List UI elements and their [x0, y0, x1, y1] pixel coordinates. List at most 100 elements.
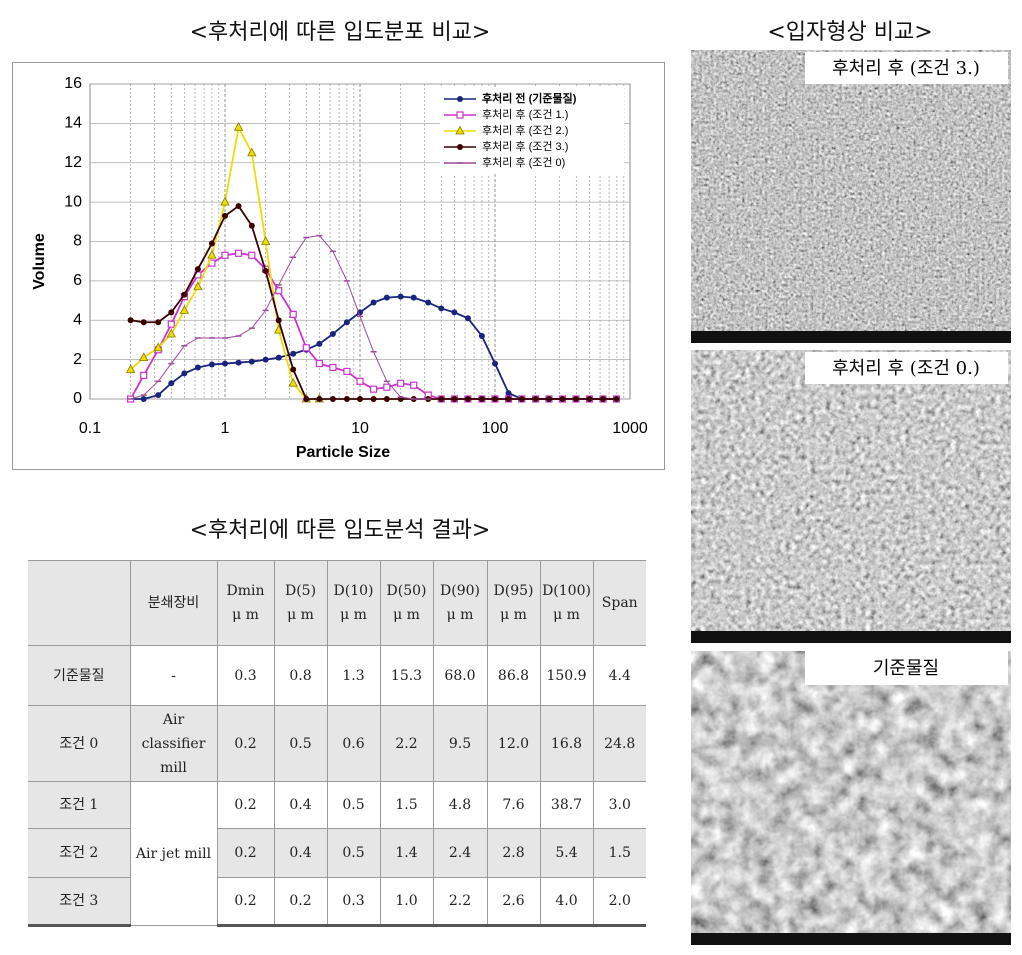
header-unit: μ m — [232, 607, 259, 623]
legend-label: 후처리 후 (조건 3.) — [482, 140, 568, 153]
row-name: 기준물질 — [28, 645, 131, 706]
marker — [181, 291, 188, 298]
marker — [140, 371, 148, 379]
caption-box — [805, 651, 1008, 685]
value-cell: 24.8 — [592, 705, 646, 782]
value-cell: 16.8 — [539, 705, 594, 782]
marker — [222, 212, 228, 219]
value-cell: 15.3 — [379, 645, 434, 706]
marker — [572, 396, 579, 402]
marker — [343, 367, 351, 376]
marker — [168, 309, 175, 316]
marker — [247, 147, 257, 157]
marker — [208, 240, 215, 247]
marker — [193, 281, 203, 291]
header-label: 분쇄장비 — [147, 595, 200, 611]
marker — [168, 380, 175, 387]
header-label: D(100) — [542, 583, 591, 599]
y-tick-label: 14 — [64, 115, 82, 132]
marker — [127, 317, 134, 324]
equipment: - — [129, 645, 218, 706]
header-cell — [28, 560, 131, 646]
value-cell: 150.9 — [539, 645, 594, 706]
marker — [289, 310, 297, 318]
marker — [248, 222, 255, 229]
image-caption: 기준물질 — [873, 658, 939, 679]
header-cell: D(90) μ m — [432, 560, 488, 646]
marker — [464, 396, 471, 402]
row-name: 조건 0 — [28, 705, 131, 782]
marker — [194, 364, 201, 371]
header-label: D(95) — [493, 583, 534, 599]
marker — [260, 236, 271, 245]
legend-marker — [457, 96, 463, 102]
marker — [343, 319, 350, 326]
value-cell: 7.6 — [486, 781, 541, 829]
row-name: 조건 1 — [28, 781, 131, 829]
value-cell: 2.2 — [432, 877, 488, 927]
marker — [275, 317, 282, 324]
header-cell: D(100) μ m — [539, 560, 594, 646]
micrographs: 후처리 후 (조건 3.) 후처리 후 (조건 0.) 기준물질 — [691, 50, 1011, 945]
header-label: D(5) — [284, 583, 317, 599]
y-tick-label: 8 — [73, 233, 82, 250]
value-cell: 12.0 — [486, 705, 541, 782]
header-unit: μ m — [393, 607, 420, 623]
marker — [221, 251, 229, 259]
value-cell: 4.8 — [432, 781, 488, 829]
table-row: 조건 0 Air classifier mill 0.2 0.5 0.6 2.2 9.5 12… — [28, 705, 646, 782]
marker — [329, 396, 336, 402]
header-label: D(50) — [386, 583, 427, 599]
marker — [451, 396, 458, 402]
value-cell: 0.5 — [326, 828, 381, 878]
header-cell: D(95) μ m — [486, 560, 541, 646]
header-unit: μ m — [340, 607, 367, 623]
value-cell: 0.4 — [273, 781, 328, 829]
marker — [343, 396, 350, 402]
marker — [329, 331, 336, 338]
marker — [234, 249, 243, 257]
legend-marker — [456, 111, 464, 119]
marker — [194, 266, 201, 273]
y-tick-label: 6 — [73, 272, 82, 289]
marker — [383, 396, 390, 402]
marker — [316, 396, 323, 402]
micrograph — [691, 50, 1011, 343]
chart-heading: <후처리에 따른 입도분포 비교> — [189, 20, 491, 45]
marker — [222, 360, 228, 367]
value-cell: 4.0 — [539, 877, 594, 927]
marker — [262, 356, 269, 363]
series — [127, 234, 432, 400]
y-tick-label: 2 — [73, 351, 82, 368]
marker — [492, 396, 498, 402]
marker — [140, 396, 147, 402]
y-tick-label: 10 — [64, 193, 82, 210]
value-cell: 0.8 — [273, 645, 328, 706]
marker — [140, 319, 147, 326]
value-cell: 9.5 — [432, 705, 488, 782]
image-heading: <입자형상 비교> — [767, 20, 933, 45]
value-cell: 2.6 — [486, 877, 541, 927]
y-tick-label: 0 — [73, 390, 82, 407]
marker — [303, 396, 310, 402]
marker — [383, 294, 390, 301]
table-row: 조건 3 0.2 0.2 0.3 1.0 2.2 2.6 4.0 2.0 — [28, 877, 646, 927]
marker — [125, 364, 136, 373]
marker — [370, 299, 377, 306]
value-cell: 0.3 — [326, 877, 381, 927]
value-cell: 4.4 — [592, 645, 646, 706]
marker — [410, 294, 417, 301]
marker — [370, 396, 377, 402]
value-cell: 0.2 — [216, 828, 275, 878]
marker — [139, 352, 149, 362]
equipment: Air jet mill — [129, 781, 218, 926]
caption-box — [805, 52, 1008, 84]
value-cell: 1.4 — [379, 828, 434, 878]
header-cell: Span — [592, 560, 646, 646]
value-cell: 1.3 — [326, 645, 381, 706]
marker — [383, 383, 391, 391]
marker — [208, 361, 215, 368]
header-cell: D(5) μ m — [273, 560, 328, 646]
x-tick-label: 1000 — [612, 420, 648, 437]
marker — [290, 350, 297, 357]
